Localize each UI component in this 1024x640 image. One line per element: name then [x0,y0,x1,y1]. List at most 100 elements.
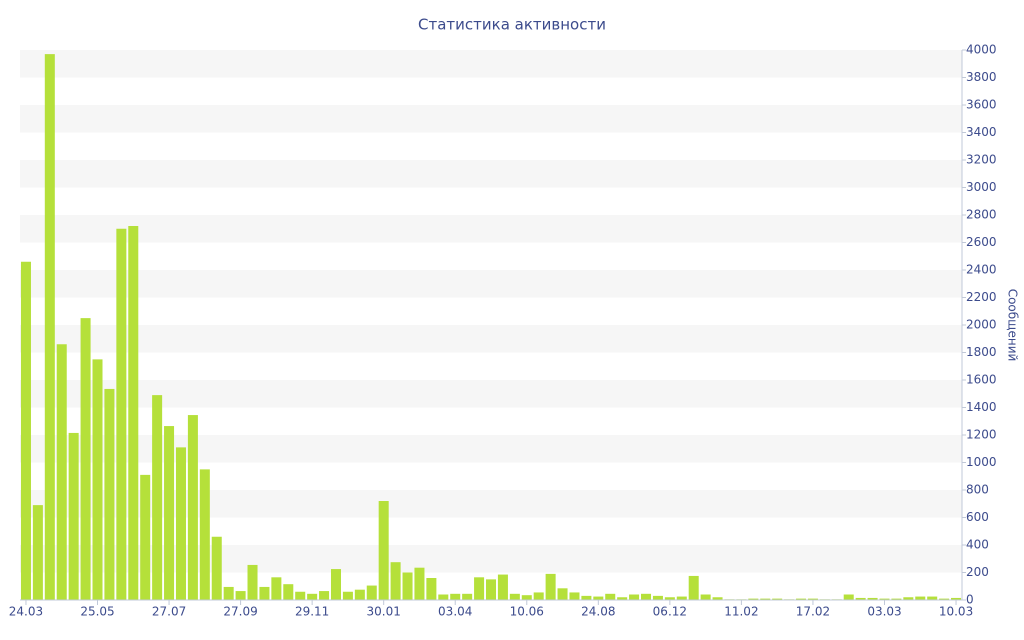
bar [927,596,938,600]
bar [939,598,950,600]
x-tick-label: 25.05 [80,605,114,619]
bar [796,598,807,600]
bar [688,575,699,600]
bar [509,593,520,600]
bar [32,505,43,600]
y-tick-label: 2200 [966,290,997,304]
y-tick-label: 1000 [966,455,997,469]
bar [462,593,473,600]
x-tick-label: 27.07 [152,605,186,619]
bar [533,592,544,600]
bar [593,596,604,600]
bar [879,598,890,600]
y-tick-label: 3400 [966,125,997,139]
bar [426,578,437,600]
y-tick-label: 800 [966,483,989,497]
bar [378,501,389,600]
bar [271,577,282,600]
bar [951,597,962,600]
bar [891,598,902,600]
bar [187,415,198,600]
y-tick-label: 3600 [966,98,997,112]
bar [807,598,818,600]
bar [211,536,222,600]
bar [402,572,413,600]
y-tick-label: 3800 [966,70,997,84]
bar [414,567,425,600]
bar [474,577,485,600]
bar [760,598,771,600]
bar [605,593,616,600]
grid-band [20,105,962,133]
y-tick-label: 2400 [966,263,997,277]
bar [557,588,568,600]
bar [438,594,449,600]
bar [450,593,461,600]
bar [700,594,711,600]
grid-band [20,160,962,188]
bar [104,388,115,600]
bar [342,591,353,600]
grid-band [20,325,962,353]
y-tick-label: 400 [966,538,989,552]
bar [855,597,866,600]
bar [867,597,878,600]
y-tick-label: 2600 [966,235,997,249]
x-tick-label: 10.03 [939,605,973,619]
bar [175,447,186,600]
x-tick-label: 27.09 [223,605,257,619]
bar [712,597,723,600]
grid-band [20,50,962,78]
bar [330,569,341,600]
bar [485,579,497,600]
bar [128,226,139,600]
bar [92,359,103,600]
bar [652,595,663,600]
x-tick-label: 24.08 [581,605,615,619]
y-tick-label: 1600 [966,373,997,387]
bar [581,595,592,600]
bar [140,474,151,600]
y-tick-label: 1400 [966,400,997,414]
x-tick-label: 06.12 [653,605,687,619]
bar [617,597,628,600]
y-tick-label: 4000 [966,43,997,57]
bar [843,594,854,600]
bar [319,591,330,600]
x-tick-label: 03.04 [438,605,472,619]
y-tick-label: 2800 [966,208,997,222]
bar [772,598,783,600]
bar [664,597,675,600]
bar [152,395,163,600]
x-tick-label: 17.02 [796,605,830,619]
bar [676,596,687,600]
bar [354,589,365,600]
x-tick-label: 29.11 [295,605,329,619]
y-tick-label: 2000 [966,318,997,332]
x-tick-label: 10.06 [510,605,544,619]
x-tick-label: 30.01 [367,605,401,619]
bar [164,426,175,600]
bar [545,573,556,600]
bar [223,586,234,600]
bar [366,585,377,600]
bar [390,562,401,600]
bar [199,469,210,600]
bar [641,593,652,600]
bar [68,432,79,600]
grid-band [20,215,962,243]
bar [235,591,246,600]
chart-title: Статистика активности [418,16,606,34]
bar [259,586,270,600]
y-tick-label: 200 [966,565,989,579]
y-tick-label: 1800 [966,345,997,359]
bar [295,591,306,600]
y-axis-title: Сообщений [1006,289,1020,362]
bar [903,597,914,600]
bar [748,598,759,600]
bar [569,592,580,600]
bar [521,595,532,600]
y-tick-label: 3200 [966,153,997,167]
bar [116,228,127,600]
